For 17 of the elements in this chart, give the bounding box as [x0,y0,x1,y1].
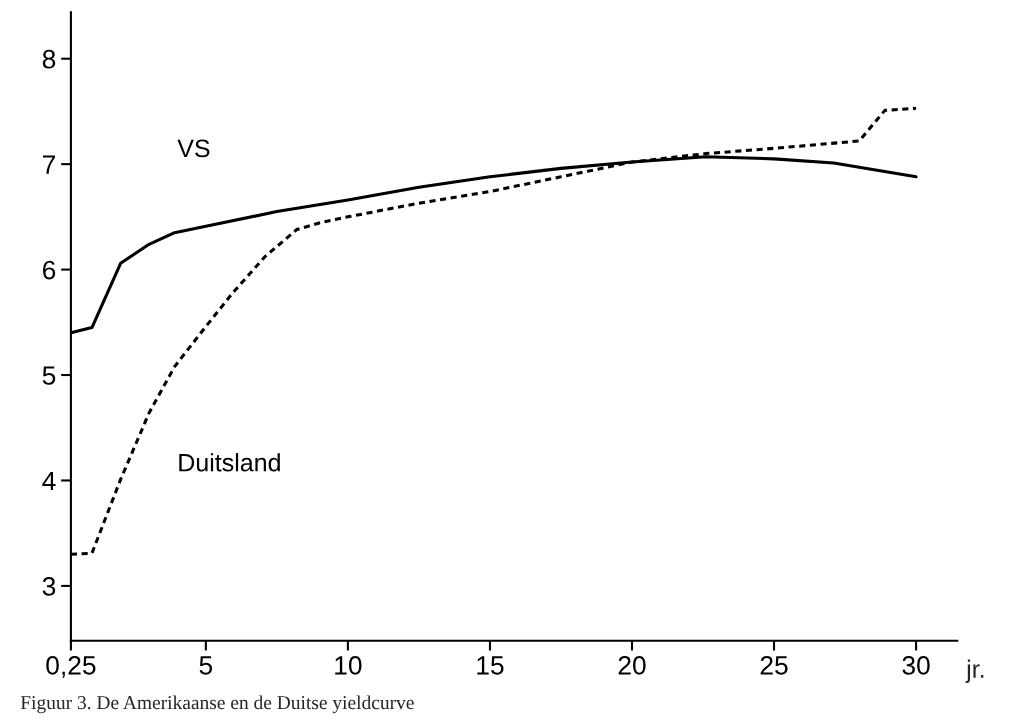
text: Figuur 3. De Amerikaanse en de Duitse yieldcurve [20,695,414,714]
x-tick-label: 15 [477,656,504,675]
y-tick-label: 4 [42,471,56,491]
text: VS [177,139,210,158]
x-tick-label: 5 [199,656,213,675]
x-tick-label: 20 [618,656,646,675]
y-tick-label: 5 [42,366,56,385]
y-tick-label: 7 [43,155,55,174]
x-tick-label: 0,25 [46,656,96,678]
x-tick-label: 30 [902,656,930,675]
x-axis-title: jr. [965,659,984,683]
x-tick-label: 10 [335,656,362,675]
series-label: Duitsland [179,453,280,472]
y-tick-label: 8 [42,49,56,69]
y-tick-label: 3 [42,577,56,596]
x-tick-label: 25 [760,656,788,675]
y-tick-label: 6 [42,260,56,280]
